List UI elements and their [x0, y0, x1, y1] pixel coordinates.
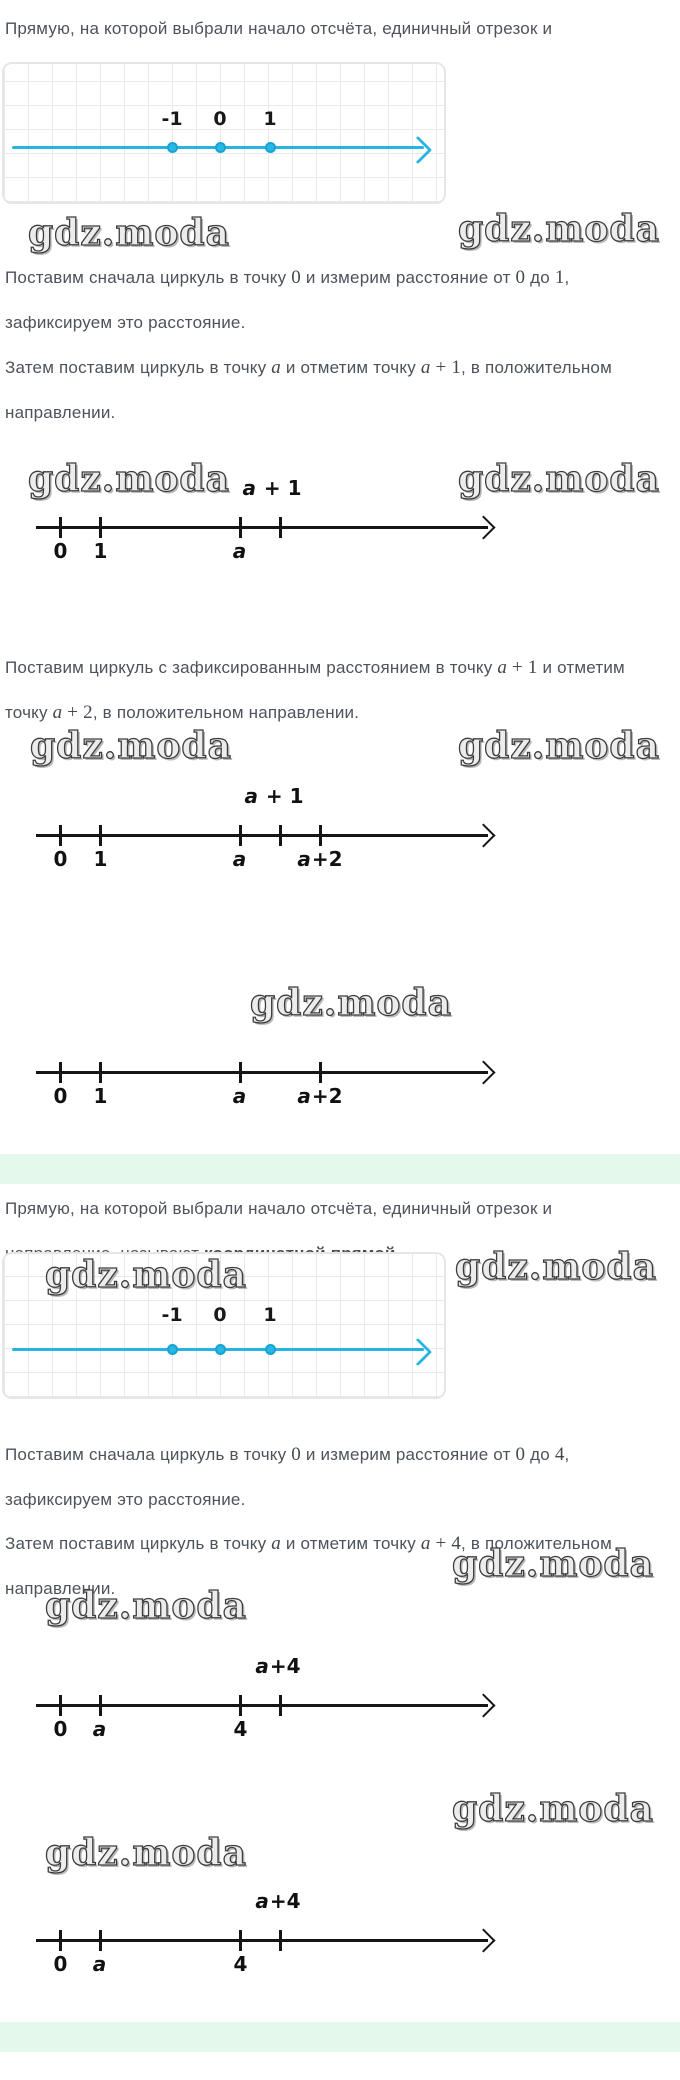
tick-label-a-plus-2: a+2 [297, 847, 343, 871]
tick-0 [59, 1930, 62, 1951]
arrowhead-icon [471, 1928, 496, 1953]
number-line-a-plus-1: a + 1 0 1 a [0, 476, 680, 578]
step-paragraph-2: Затем поставим циркуль в точку a и отмет… [5, 1533, 612, 1598]
point-dot-0 [215, 142, 226, 153]
number-line-result-1: 0 1 a a+2 [0, 1027, 680, 1123]
axis [36, 1939, 488, 1942]
label-a-plus-1: a + 1 [242, 476, 302, 500]
tick-label-0: 0 [53, 539, 68, 563]
arrowhead-icon [471, 823, 496, 848]
tick-4 [239, 1695, 242, 1716]
intro-line1: Прямую, на которой выбрали начало отсчёт… [5, 19, 553, 38]
tick-label-a-plus-2: a+2 [297, 1084, 343, 1108]
watermark-gdz-moda: gdz.moda [457, 207, 660, 250]
tick-a [239, 825, 242, 846]
tick-a-plus-4 [279, 1930, 282, 1951]
watermark-gdz-moda: gdz.moda [457, 724, 660, 767]
axis [36, 526, 488, 529]
step-paragraph-1: Затем поставим циркуль в точку a и отмет… [5, 357, 612, 422]
tick-0 [59, 1695, 62, 1716]
tick-4 [239, 1930, 242, 1951]
point-label-minus1: -1 [161, 1304, 183, 1326]
axis [36, 1704, 488, 1707]
tick-0 [59, 825, 62, 846]
axis [36, 1071, 488, 1074]
tick-label-0: 0 [53, 1717, 68, 1741]
watermark-gdz-moda: gdz.moda [27, 457, 230, 500]
section-divider [0, 2022, 680, 2052]
arrowhead-icon [471, 1693, 496, 1718]
tick-label-0: 0 [53, 1952, 68, 1976]
coordinate-line-panel: -1 0 1 [2, 62, 446, 204]
tick-label-a: a [232, 1084, 247, 1108]
point-dot-minus1 [167, 142, 178, 153]
tick-label-0: 0 [53, 847, 68, 871]
tick-0 [59, 517, 62, 538]
tick-1 [99, 825, 102, 846]
point-label-1: 1 [263, 1304, 277, 1326]
tick-a [239, 517, 242, 538]
label-a-plus-4: a+4 [255, 1654, 301, 1678]
tick-label-a: a [92, 1717, 107, 1741]
label-a-plus-1: a + 1 [244, 784, 304, 808]
section-divider [0, 1154, 680, 1184]
point-dot-1 [265, 1344, 276, 1355]
tick-label-1: 1 [93, 1084, 108, 1108]
label-a-plus-4: a+4 [255, 1889, 301, 1913]
point-dot-0 [215, 1344, 226, 1355]
tick-a-plus-1 [279, 825, 282, 846]
number-line-a-plus-2: a + 1 0 1 a a+2 [0, 784, 680, 886]
watermark-gdz-moda: gdz.moda [44, 1584, 247, 1627]
tick-label-1: 1 [93, 847, 108, 871]
tick-a-plus-2 [319, 1062, 322, 1083]
tick-label-4: 4 [233, 1952, 248, 1976]
watermark-gdz-moda: gdz.moda [29, 724, 232, 767]
tick-1 [99, 517, 102, 538]
number-line-a-plus-4: a+4 0 a 4 [0, 1654, 680, 1756]
watermark-gdz-moda: gdz.moda [454, 1245, 657, 1288]
tick-a-plus-2 [319, 825, 322, 846]
point-label-minus1: -1 [161, 108, 183, 130]
tick-a [239, 1062, 242, 1083]
watermark-gdz-moda: gdz.moda [44, 1253, 247, 1296]
axis [36, 834, 488, 837]
tick-label-a: a [232, 539, 247, 563]
tick-label-a: a [92, 1952, 107, 1976]
point-label-0: 0 [213, 108, 227, 130]
coordinate-line-panel-2: -1 0 1 [2, 1252, 446, 1399]
tick-label-4: 4 [233, 1717, 248, 1741]
cyan-arrowhead-icon [403, 1337, 433, 1367]
watermark-gdz-moda: gdz.moda [451, 1787, 654, 1830]
tick-a [99, 1695, 102, 1716]
tick-label-0: 0 [53, 1084, 68, 1108]
watermark-gdz-moda: gdz.moda [451, 1542, 654, 1585]
watermark-gdz-moda: gdz.moda [27, 211, 230, 254]
tick-a-plus-1 [279, 517, 282, 538]
tick-label-a: a [232, 847, 247, 871]
measure-paragraph-2: Поставим сначала циркуль в точку 0 и изм… [5, 1444, 570, 1509]
cyan-arrowhead-icon [403, 135, 433, 165]
tick-0 [59, 1062, 62, 1083]
tick-label-1: 1 [93, 539, 108, 563]
watermark-gdz-moda: gdz.moda [249, 981, 452, 1024]
arrowhead-icon [471, 515, 496, 540]
point-label-0: 0 [213, 1304, 227, 1326]
point-dot-minus1 [167, 1344, 178, 1355]
number-line-result-2: a+4 0 a 4 [0, 1889, 680, 1991]
point-dot-1 [265, 142, 276, 153]
arrowhead-icon [471, 1060, 496, 1085]
watermark-gdz-moda: gdz.moda [44, 1831, 247, 1874]
measure-paragraph-1: Поставим сначала циркуль в точку 0 и изм… [5, 267, 570, 332]
fixed-paragraph: Поставим циркуль с зафиксированным расст… [5, 657, 625, 723]
tick-a [99, 1930, 102, 1951]
point-label-1: 1 [263, 108, 277, 130]
watermark-gdz-moda: gdz.moda [457, 457, 660, 500]
tick-1 [99, 1062, 102, 1083]
tick-a-plus-4 [279, 1695, 282, 1716]
